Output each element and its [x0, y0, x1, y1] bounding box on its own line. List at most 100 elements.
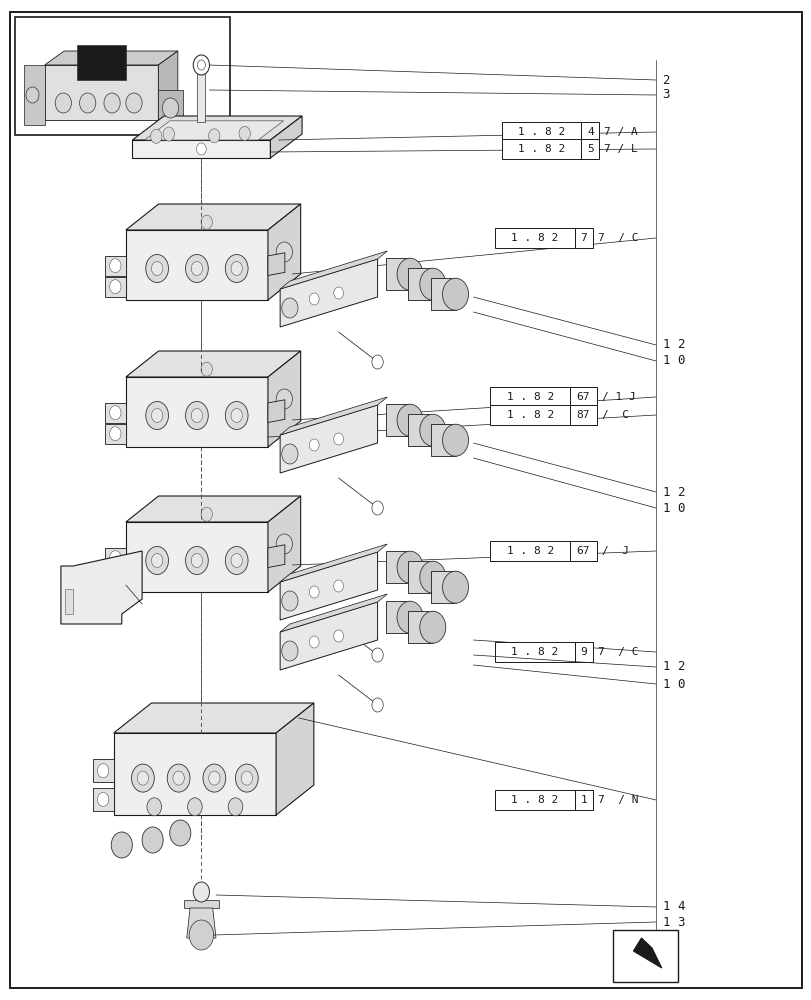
Text: 87: 87 [576, 410, 590, 420]
Circle shape [151, 554, 162, 568]
Circle shape [55, 93, 71, 113]
Polygon shape [183, 900, 219, 908]
Text: 7  / C: 7 / C [597, 233, 637, 243]
Text: /  J: / J [601, 546, 628, 556]
Polygon shape [385, 404, 410, 436]
Bar [581, 122, 599, 142]
Text: 1 0: 1 0 [662, 355, 684, 367]
Circle shape [276, 242, 292, 262]
Circle shape [371, 698, 383, 712]
Polygon shape [114, 703, 313, 733]
Circle shape [208, 771, 220, 785]
Circle shape [173, 771, 184, 785]
Text: 1 . 8 2: 1 . 8 2 [517, 144, 564, 154]
Circle shape [203, 764, 225, 792]
Bar [569, 387, 596, 407]
Circle shape [241, 771, 252, 785]
Text: 9: 9 [580, 647, 586, 657]
Circle shape [146, 255, 169, 283]
Polygon shape [24, 65, 45, 125]
Circle shape [185, 546, 208, 574]
Circle shape [442, 571, 468, 603]
Circle shape [225, 546, 247, 574]
Text: / 1 J: / 1 J [601, 392, 635, 402]
Polygon shape [105, 256, 126, 276]
Text: 7 / A: 7 / A [603, 127, 637, 137]
Circle shape [201, 215, 212, 229]
Text: 1: 1 [580, 795, 586, 805]
Bar [490, 405, 569, 425]
Circle shape [419, 268, 445, 300]
Circle shape [281, 444, 298, 464]
Circle shape [230, 408, 242, 422]
Text: 1 2: 1 2 [662, 338, 684, 352]
Polygon shape [268, 496, 300, 592]
Polygon shape [144, 121, 283, 140]
Circle shape [137, 771, 148, 785]
Polygon shape [280, 405, 377, 473]
Circle shape [163, 127, 174, 141]
Polygon shape [92, 788, 114, 811]
Polygon shape [431, 424, 455, 456]
Polygon shape [126, 522, 268, 592]
Circle shape [333, 630, 343, 642]
Circle shape [193, 882, 209, 902]
Circle shape [162, 98, 178, 118]
Circle shape [281, 591, 298, 611]
Polygon shape [114, 733, 276, 815]
Circle shape [109, 259, 121, 273]
Circle shape [191, 554, 202, 568]
Polygon shape [385, 258, 410, 290]
Polygon shape [105, 548, 126, 568]
Circle shape [109, 572, 121, 586]
Circle shape [281, 298, 298, 318]
Bar [490, 541, 569, 561]
Circle shape [97, 792, 109, 806]
Circle shape [201, 362, 212, 376]
Polygon shape [61, 551, 142, 624]
Text: 67: 67 [576, 392, 590, 402]
Text: 7  / C: 7 / C [597, 647, 637, 657]
Polygon shape [385, 601, 410, 633]
Circle shape [167, 764, 190, 792]
Circle shape [397, 258, 423, 290]
Circle shape [309, 636, 319, 648]
Circle shape [442, 424, 468, 456]
Polygon shape [105, 569, 126, 588]
Text: 7: 7 [580, 233, 586, 243]
Circle shape [169, 820, 191, 846]
Circle shape [26, 87, 39, 103]
Circle shape [185, 401, 208, 430]
Circle shape [109, 551, 121, 565]
Circle shape [371, 355, 383, 369]
Text: 1 . 8 2: 1 . 8 2 [506, 392, 553, 402]
Circle shape [238, 126, 250, 140]
Polygon shape [45, 51, 178, 65]
Circle shape [397, 601, 423, 633]
Polygon shape [126, 377, 268, 447]
Circle shape [371, 648, 383, 662]
Bar [574, 790, 592, 810]
Circle shape [197, 60, 205, 70]
Text: 1 . 8 2: 1 . 8 2 [506, 410, 553, 420]
Circle shape [189, 920, 213, 950]
Bar [495, 790, 574, 810]
Bar [612, 930, 677, 982]
Circle shape [371, 501, 383, 515]
Bar [77, 45, 126, 80]
Polygon shape [280, 594, 387, 632]
Circle shape [276, 389, 292, 409]
Bar [574, 228, 592, 248]
Circle shape [109, 280, 121, 294]
Polygon shape [280, 552, 377, 620]
Circle shape [442, 278, 468, 310]
Text: 3: 3 [662, 89, 669, 102]
Circle shape [397, 551, 423, 583]
Circle shape [333, 580, 343, 592]
Polygon shape [126, 204, 300, 230]
Bar [574, 642, 592, 662]
Text: 1 . 8 2: 1 . 8 2 [506, 546, 553, 556]
Text: /  C: / C [601, 410, 628, 420]
Bar [501, 139, 581, 159]
Polygon shape [408, 414, 432, 446]
